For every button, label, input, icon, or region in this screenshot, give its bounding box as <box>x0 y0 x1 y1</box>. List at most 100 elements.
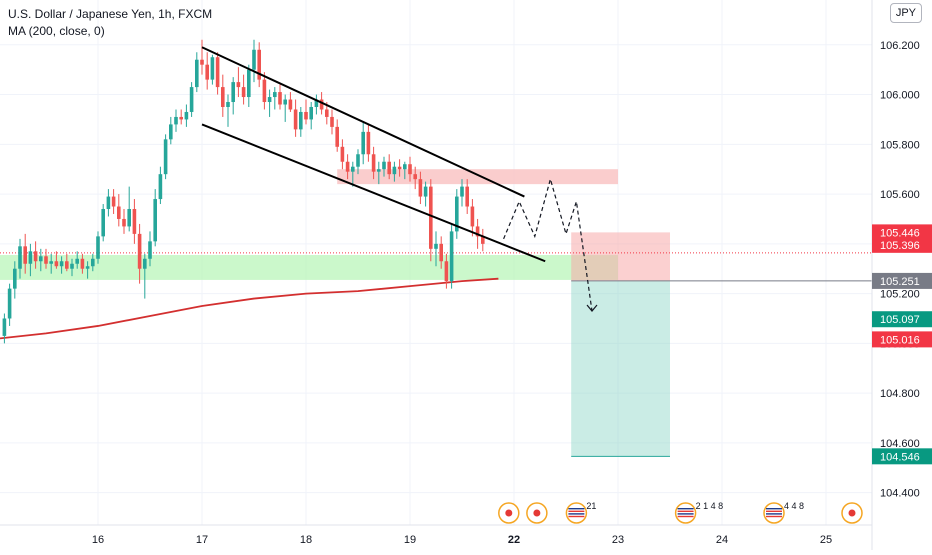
candle[interactable] <box>241 74 246 105</box>
candle[interactable] <box>236 67 241 98</box>
event-marker[interactable]: 4 4 8 <box>763 501 804 524</box>
candle[interactable] <box>267 89 272 117</box>
candle[interactable] <box>429 179 433 262</box>
candle[interactable] <box>387 154 391 180</box>
candle[interactable] <box>262 72 267 110</box>
candle[interactable] <box>96 231 100 264</box>
price-label[interactable]: 105.396 <box>872 236 932 253</box>
candle[interactable] <box>340 139 345 170</box>
candle[interactable] <box>403 161 407 180</box>
candle[interactable] <box>371 146 376 180</box>
candle[interactable] <box>392 161 397 182</box>
candle[interactable] <box>106 189 111 217</box>
candle[interactable] <box>91 253 95 272</box>
candle[interactable] <box>179 109 183 125</box>
candle[interactable] <box>335 119 339 152</box>
candle[interactable] <box>449 223 454 289</box>
candle[interactable] <box>132 199 137 244</box>
candle[interactable] <box>23 233 27 274</box>
candle[interactable] <box>122 209 126 234</box>
event-marker[interactable] <box>526 502 548 524</box>
candle[interactable] <box>283 94 287 122</box>
candle[interactable] <box>356 149 360 175</box>
candle[interactable] <box>413 166 417 190</box>
candle[interactable] <box>314 94 319 115</box>
candle[interactable] <box>299 106 303 137</box>
candle[interactable] <box>481 228 485 252</box>
candle[interactable] <box>163 134 168 180</box>
trend-channel[interactable] <box>201 46 546 263</box>
price-axis[interactable]: 104.400104.600104.800105.000105.200105.4… <box>871 0 932 550</box>
candle[interactable] <box>226 94 230 127</box>
short-position-tool[interactable] <box>0 232 872 457</box>
candle[interactable] <box>361 121 365 165</box>
candle[interactable] <box>2 313 7 344</box>
candle[interactable] <box>215 52 220 95</box>
candle[interactable] <box>80 253 85 274</box>
price-label[interactable]: 105.446 <box>872 224 932 241</box>
price-label[interactable]: 105.251 <box>872 272 932 289</box>
candle[interactable] <box>397 159 402 177</box>
candle[interactable] <box>85 261 90 279</box>
candle[interactable] <box>423 181 428 207</box>
candle[interactable] <box>351 161 355 187</box>
channel-line[interactable] <box>201 46 525 198</box>
candle[interactable] <box>330 109 334 135</box>
candle[interactable] <box>205 52 209 90</box>
candle[interactable] <box>231 77 235 115</box>
candle[interactable] <box>288 92 293 112</box>
candle[interactable] <box>293 99 298 137</box>
candles[interactable] <box>2 39 485 344</box>
stop-loss-zone[interactable] <box>571 232 670 281</box>
candle[interactable] <box>189 82 194 117</box>
candle[interactable] <box>7 283 12 326</box>
price-label[interactable]: 105.097 <box>872 311 932 328</box>
candle[interactable] <box>117 194 121 227</box>
time-axis[interactable]: 16 17 18 19 22 23 24 25 <box>0 524 872 546</box>
candle[interactable] <box>111 189 116 214</box>
candle[interactable] <box>143 253 147 299</box>
candle[interactable] <box>33 241 38 269</box>
event-marker[interactable]: 21 <box>565 501 596 524</box>
candle[interactable] <box>158 166 163 205</box>
price-label[interactable]: 105.016 <box>872 331 932 348</box>
candle[interactable] <box>455 189 459 239</box>
candle[interactable] <box>382 156 386 177</box>
candle[interactable] <box>195 52 199 93</box>
candle[interactable] <box>75 251 79 269</box>
event-marker[interactable] <box>498 502 520 524</box>
candle[interactable] <box>278 84 282 110</box>
take-profit-zone[interactable] <box>571 280 670 457</box>
candle[interactable] <box>39 248 43 272</box>
candle[interactable] <box>101 204 105 242</box>
candle[interactable] <box>70 258 74 277</box>
candle[interactable] <box>247 64 251 107</box>
candle[interactable] <box>252 39 256 83</box>
candle[interactable] <box>18 238 22 279</box>
candle[interactable] <box>465 179 469 214</box>
price-label[interactable]: 104.546 <box>872 448 932 465</box>
channel-line[interactable] <box>201 123 546 263</box>
candle[interactable] <box>65 253 69 272</box>
candle[interactable] <box>366 124 371 162</box>
candle[interactable] <box>127 186 131 232</box>
candle[interactable] <box>221 74 225 117</box>
candle[interactable] <box>137 223 142 284</box>
candle[interactable] <box>153 189 157 247</box>
candle[interactable] <box>28 243 33 277</box>
candle[interactable] <box>345 154 350 180</box>
candle[interactable] <box>444 253 449 289</box>
projection-path[interactable] <box>503 176 598 312</box>
candle[interactable] <box>169 116 173 145</box>
candle[interactable] <box>148 231 152 267</box>
candle[interactable] <box>470 199 475 237</box>
candle[interactable] <box>434 231 438 267</box>
candle[interactable] <box>408 156 412 182</box>
currency-badge[interactable]: JPY <box>889 3 922 23</box>
candle[interactable] <box>44 248 48 269</box>
candle[interactable] <box>460 179 464 207</box>
event-marker[interactable] <box>841 502 863 524</box>
candle[interactable] <box>59 256 64 274</box>
